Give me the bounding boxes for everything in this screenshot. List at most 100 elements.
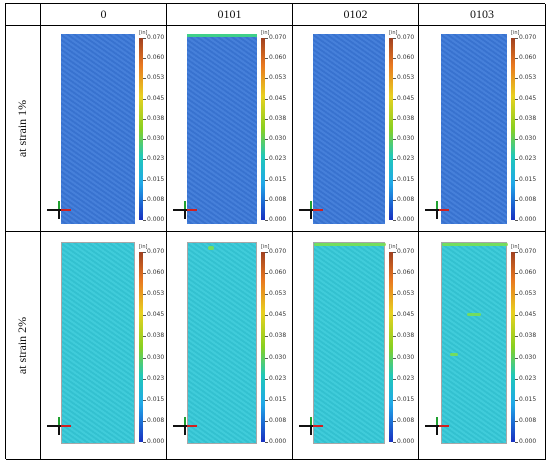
colorbar-tick-label: 0.008 — [519, 416, 537, 424]
colorbar-tick-mark — [515, 139, 518, 141]
colorbar — [389, 38, 393, 220]
colorbar-tick-label: 0.030 — [397, 353, 415, 361]
colorbar-tick-label: 0.023 — [519, 155, 537, 163]
specimen-strain-field — [187, 242, 257, 444]
colorbar-tick-mark — [393, 199, 396, 201]
colorbar-tick-mark — [143, 38, 146, 39]
colorbar-tick-mark — [143, 357, 146, 359]
colorbar-tick-label: 0.060 — [147, 54, 165, 62]
colorbar-tick-label: 0.060 — [397, 269, 415, 277]
colorbar-tick-mark — [265, 442, 268, 443]
colorbar-tick-mark — [265, 179, 268, 181]
colorbar-tick-label: 0.015 — [519, 175, 537, 183]
colorbar — [139, 38, 143, 220]
colorbar-tick-label: 0.008 — [397, 416, 415, 424]
col-header-0: 0 — [41, 4, 167, 26]
colorbar-tick-mark — [143, 159, 146, 161]
colorbar-tick-mark — [265, 378, 268, 380]
colorbar-tick-label: 0.008 — [147, 195, 165, 203]
col-header-label: 0103 — [470, 7, 494, 21]
colorbar-tick-mark — [143, 78, 146, 80]
specimen-strain-field — [441, 242, 508, 444]
panel-strain2-0101: [in] 0.070 0.060 0.053 0.045 0.038 0.030 0.023 0… — [167, 232, 293, 460]
colorbar-tick-mark — [515, 378, 518, 380]
figure-grid: 0 0101 0102 0103 at strain 1% [in] 0.070 0… — [5, 3, 546, 460]
colorbar-tick-label: 0.045 — [147, 94, 165, 102]
colorbar-tick-mark — [393, 420, 396, 422]
colorbar-tick-mark — [515, 315, 518, 317]
colorbar-tick-mark — [143, 442, 146, 443]
col-header-0103: 0103 — [419, 4, 546, 26]
colorbar-tick-label: 0.053 — [397, 74, 415, 82]
colorbar-tick-mark — [143, 58, 146, 60]
colorbar-tick-label: 0.023 — [269, 155, 287, 163]
row-label-strain-2: at strain 2% — [6, 232, 41, 460]
row-label-text: at strain 2% — [15, 316, 30, 375]
colorbar-tick-mark — [393, 118, 396, 120]
colorbar-tick-mark — [393, 58, 396, 60]
colorbar-tick-label: 0.030 — [519, 135, 537, 143]
colorbar-tick-mark — [265, 294, 268, 296]
colorbar-tick-label: 0.000 — [147, 438, 165, 445]
colorbar-tick-label: 0.030 — [269, 353, 287, 361]
colorbar-tick-mark — [265, 336, 268, 338]
colorbar-tick-label: 0.008 — [147, 416, 165, 424]
colorbar-tick-label: 0.045 — [397, 311, 415, 319]
colorbar-tick-mark — [265, 38, 268, 39]
colorbar-tick-mark — [515, 294, 518, 296]
colorbar-tick-mark — [393, 378, 396, 380]
colorbar-tick-label: 0.070 — [147, 34, 165, 41]
colorbar-tick-mark — [265, 273, 268, 275]
colorbar-tick-mark — [515, 179, 518, 181]
colorbar — [261, 38, 265, 220]
colorbar-tick-label: 0.015 — [269, 395, 287, 403]
colorbar-tick-mark — [265, 199, 268, 201]
colorbar-tick-label: 0.030 — [269, 135, 287, 143]
colorbar-tick-label: 0.030 — [147, 353, 165, 361]
colorbar-tick-label: 0.060 — [397, 54, 415, 62]
colorbar-tick-label: 0.070 — [269, 248, 287, 255]
colorbar-unit: [in] — [261, 244, 270, 250]
coordinate-axes-icon — [425, 201, 449, 219]
colorbar-tick-mark — [393, 399, 396, 401]
colorbar-tick-label: 0.045 — [269, 94, 287, 102]
colorbar — [261, 252, 265, 442]
coordinate-axes-icon — [47, 417, 71, 435]
colorbar-unit: [in] — [261, 30, 270, 36]
colorbar-tick-mark — [393, 78, 396, 80]
colorbar-tick-label: 0.000 — [269, 438, 287, 445]
colorbar-tick-mark — [393, 98, 396, 100]
colorbar-tick-mark — [265, 357, 268, 359]
colorbar-tick-label: 0.000 — [397, 438, 415, 445]
colorbar-tick-label: 0.038 — [397, 332, 415, 340]
colorbar-tick-label: 0.000 — [519, 216, 537, 223]
colorbar-tick-mark — [515, 98, 518, 100]
colorbar-tick-mark — [515, 58, 518, 60]
specimen-strain-field — [313, 34, 385, 224]
colorbar-tick-mark — [265, 252, 268, 253]
colorbar-tick-label: 0.000 — [269, 216, 287, 223]
colorbar-tick-mark — [143, 199, 146, 201]
colorbar-unit: [in] — [389, 30, 398, 36]
colorbar-tick-label: 0.015 — [269, 175, 287, 183]
colorbar-tick-mark — [143, 139, 146, 141]
specimen-strain-field — [187, 34, 257, 224]
colorbar-tick-label: 0.053 — [519, 290, 537, 298]
colorbar — [389, 252, 393, 442]
colorbar — [139, 252, 143, 442]
colorbar-tick-mark — [515, 273, 518, 275]
specimen-strain-field — [61, 242, 135, 444]
colorbar-tick-mark — [515, 252, 518, 253]
specimen-strain-field — [313, 242, 386, 444]
colorbar-unit: [in] — [139, 30, 148, 36]
specimen-edge-band — [187, 34, 257, 37]
panel-strain2-0103: [in] 0.070 0.060 0.053 0.045 0.038 0.030 0.023 0… — [419, 232, 546, 460]
colorbar-tick-label: 0.045 — [397, 94, 415, 102]
coordinate-axes-icon — [299, 201, 323, 219]
specimen-strain-field — [441, 34, 507, 224]
panel-strain1-0: [in] 0.070 0.060 0.053 0.045 0.038 0.030 0.023 0… — [41, 26, 167, 232]
colorbar-tick-mark — [143, 273, 146, 275]
colorbar — [511, 252, 515, 442]
colorbar-tick-mark — [265, 98, 268, 100]
colorbar-tick-mark — [265, 118, 268, 120]
